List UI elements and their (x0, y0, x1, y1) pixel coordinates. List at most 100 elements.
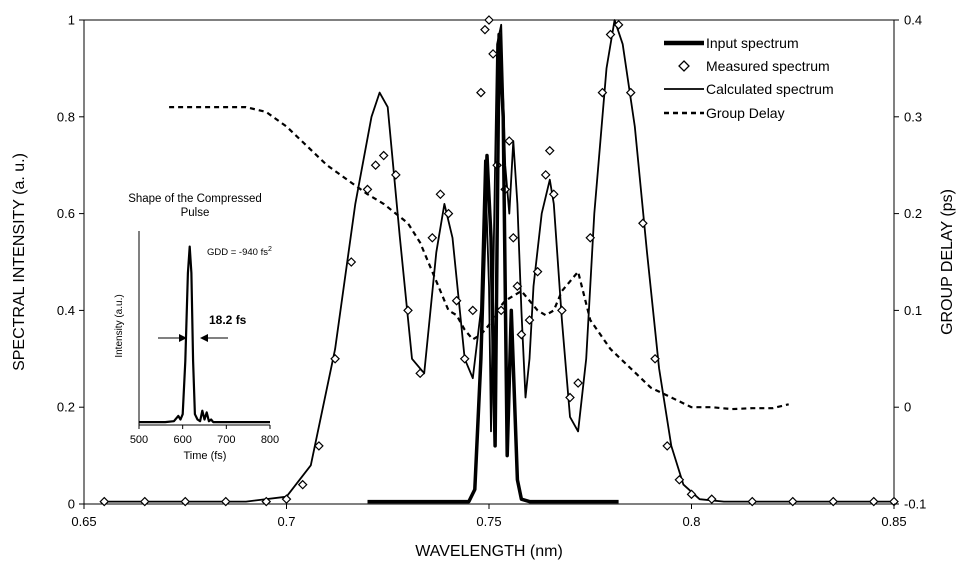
measured-point (403, 305, 413, 316)
measured-point (504, 136, 515, 146)
measured-point (139, 496, 150, 507)
legend-label-input: Input spectrum (706, 35, 799, 51)
inset-x-tick-label: 800 (261, 434, 279, 446)
inset-x-axis-title: Time (fs) (184, 450, 227, 462)
measured-point (476, 87, 486, 98)
y-tick-label: 0.8 (57, 109, 75, 124)
y2-tick-label: 0.2 (904, 206, 922, 221)
measured-point (706, 494, 717, 505)
y-tick-label: 0.6 (57, 206, 75, 221)
measured-point (544, 145, 555, 156)
measured-point (459, 353, 470, 364)
y2-tick-label: -0.1 (904, 497, 926, 512)
inset-x-tick-label: 600 (173, 434, 191, 446)
inset-title-line1: Shape of the Compressed (128, 193, 262, 205)
measured-point (516, 329, 527, 340)
inset-title-line2: Pulse (181, 207, 210, 219)
measured-point (297, 479, 308, 490)
measured-point (662, 441, 673, 451)
measured-point (346, 257, 357, 267)
y-tick-label: 0.2 (57, 400, 75, 415)
measured-point (261, 496, 272, 507)
legend-label-calculated: Calculated spectrum (706, 81, 834, 97)
measured-point (443, 208, 454, 219)
inset-layer: 500 600 700 800 (130, 245, 279, 446)
legend-label-measured: Measured spectrum (706, 58, 830, 74)
x-tick-label: 0.8 (682, 514, 700, 529)
measured-point (585, 232, 596, 243)
series-input-spectrum (367, 32, 619, 504)
legend: Input spectrum Measured spectrum Calcula… (664, 35, 834, 121)
measured-point (370, 160, 381, 171)
y-tick-label: 0 (68, 497, 75, 512)
legend-item-measured-spectrum: Measured spectrum (678, 58, 830, 74)
measured-point (557, 305, 567, 316)
x-tick-label: 0.85 (881, 514, 906, 529)
measured-point (220, 496, 231, 507)
measured-point (362, 184, 373, 195)
measured-point (787, 496, 798, 507)
measured-point (532, 266, 543, 277)
measured-point (674, 474, 685, 485)
series-measured-spectrum (99, 15, 899, 507)
measured-point (828, 496, 839, 507)
y2-tick-label: 0.1 (904, 303, 922, 318)
measured-point (435, 189, 446, 200)
legend-label-group-delay: Group Delay (706, 105, 785, 121)
inset-y-axis-title: Intensity (a.u.) (114, 294, 125, 357)
measured-point (451, 295, 462, 306)
legend-item-calculated-spectrum: Calculated spectrum (664, 81, 834, 97)
measured-point (378, 150, 389, 161)
x-tick-label: 0.65 (71, 514, 96, 529)
measured-point (548, 189, 559, 200)
inset: Shape of the Compressed Pulse GDD = -940… (114, 193, 279, 462)
measured-point (99, 496, 110, 507)
series-layer (99, 15, 899, 507)
legend-item-group-delay: Group Delay (664, 105, 785, 121)
measured-point (625, 87, 636, 98)
y-axis-title: SPECTRAL INTENSITY (a. u.) (11, 153, 28, 371)
inset-fwhm-arrowhead-right (200, 334, 208, 342)
inset-width-label: 18.2 fs (209, 313, 247, 327)
x-axis-title: WAVELENGTH (nm) (415, 543, 563, 560)
measured-point (565, 392, 575, 403)
measured-point (281, 494, 292, 505)
x-tick-label: 0.7 (277, 514, 295, 529)
measured-point (747, 496, 758, 507)
measured-point (605, 29, 616, 40)
measured-point (650, 353, 660, 364)
measured-point (427, 232, 438, 243)
x-tick-label: 0.75 (476, 514, 501, 529)
measured-point (868, 496, 879, 507)
measured-point (638, 218, 648, 229)
measured-point (180, 496, 191, 507)
measured-point (391, 170, 401, 180)
inset-pulse-line (139, 245, 270, 424)
measured-point (573, 378, 583, 388)
y2-axis-title: GROUP DELAY (ps) (939, 189, 956, 335)
measured-point (508, 232, 519, 243)
measured-point (330, 353, 340, 364)
measured-point (484, 15, 494, 25)
y2-tick-label: 0 (904, 400, 911, 415)
y-tick-label: 1 (68, 13, 75, 28)
y2-tick-label: 0.3 (904, 109, 922, 124)
measured-point (314, 441, 324, 451)
measured-point (540, 170, 551, 180)
measured-point (415, 368, 425, 379)
inset-gdd-annotation: GDD = -940 fs2 (207, 246, 272, 258)
inset-x-tick-label: 700 (217, 434, 235, 446)
measured-point (686, 489, 697, 500)
measured-point (512, 281, 523, 292)
measured-point (467, 305, 478, 316)
y-tick-label: 0.4 (57, 303, 75, 318)
measured-point (480, 24, 490, 35)
legend-item-input-spectrum: Input spectrum (664, 35, 799, 51)
axis-layer: 0.65 0.7 0.75 0.8 0.85 0 0.2 0.4 0.6 0.8 1 -0.1 0 0.1… (57, 13, 926, 530)
measured-point (613, 19, 624, 30)
y2-tick-label: 0.4 (904, 13, 922, 28)
measured-point (488, 49, 498, 59)
inset-x-tick-label: 500 (130, 434, 148, 446)
measured-point (524, 315, 535, 325)
